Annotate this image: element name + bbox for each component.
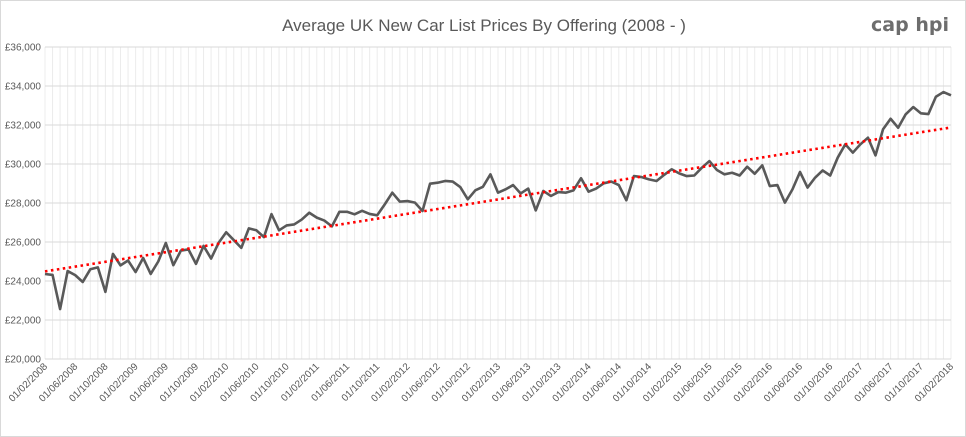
y-tick-label: £30,000 [5,160,42,171]
y-tick-label: £20,000 [5,355,42,366]
y-tick-label: £34,000 [5,82,42,93]
grid [44,46,952,360]
x-axis: 01/02/200801/06/200801/10/200801/02/2009… [7,361,956,404]
y-tick-label: £32,000 [5,121,42,132]
y-axis: £20,000 £22,000 £24,000 £26,000 £28,000 £30,0… [5,43,42,366]
plot-area [44,90,952,311]
y-tick-label: £28,000 [5,199,42,210]
chart-title: Average UK New Car List Prices By Offeri… [282,16,686,35]
cap-hpi-logo: cap hpi [871,14,949,36]
linear-trendline [44,126,952,273]
y-tick-label: £36,000 [5,43,42,54]
y-tick-label: £22,000 [5,316,42,327]
y-tick-label: £26,000 [5,238,42,249]
y-tick-label: £24,000 [5,277,42,288]
